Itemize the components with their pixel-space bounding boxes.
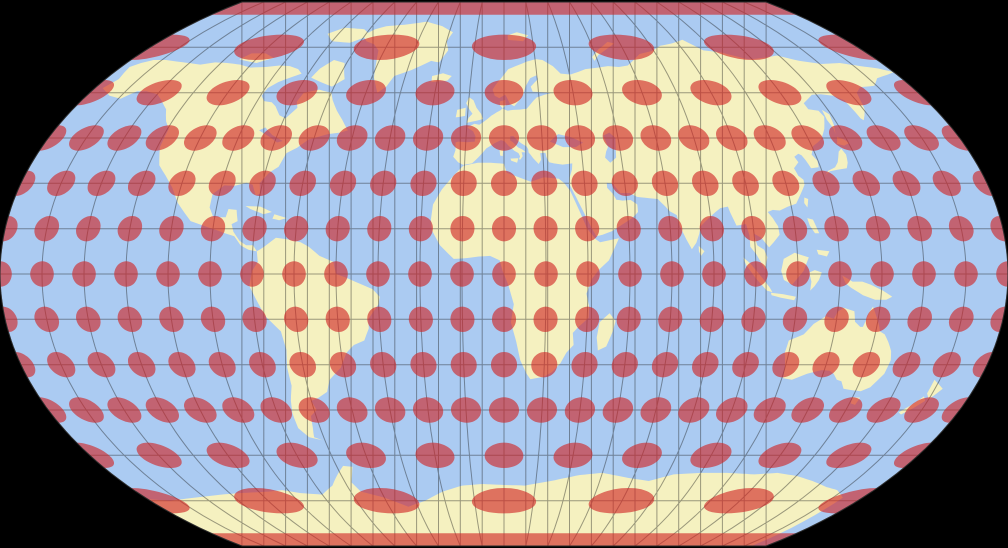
new-zealand-north-landmass [927,379,943,400]
sardinia-landmass [499,149,504,157]
mindanao-landmass [816,249,830,257]
africa-landmass [430,162,619,380]
baffin-island-landmass [311,60,345,87]
sri-lanka-landmass [698,245,705,256]
hispaniola-landmass [272,214,287,221]
ellesmere-island-landmass [327,27,371,43]
iceland-landmass [431,73,452,83]
java-landmass [770,292,796,301]
cuba-landmass [245,206,272,215]
north-america-landmass [102,60,348,252]
ireland-landmass [455,107,466,118]
new-guinea-landmass [842,275,893,300]
madagascar-landmass [596,313,616,351]
japan-honshu-landmass [825,148,848,175]
taiwan-landmass [804,197,809,208]
sakhalin-landmass [821,109,836,135]
great-britain-landmass [466,97,484,123]
sicily-landmass [510,158,519,163]
luzon-landmass [807,218,820,234]
south-america-landmass [249,237,380,441]
sulawesi-landmass [809,270,822,291]
